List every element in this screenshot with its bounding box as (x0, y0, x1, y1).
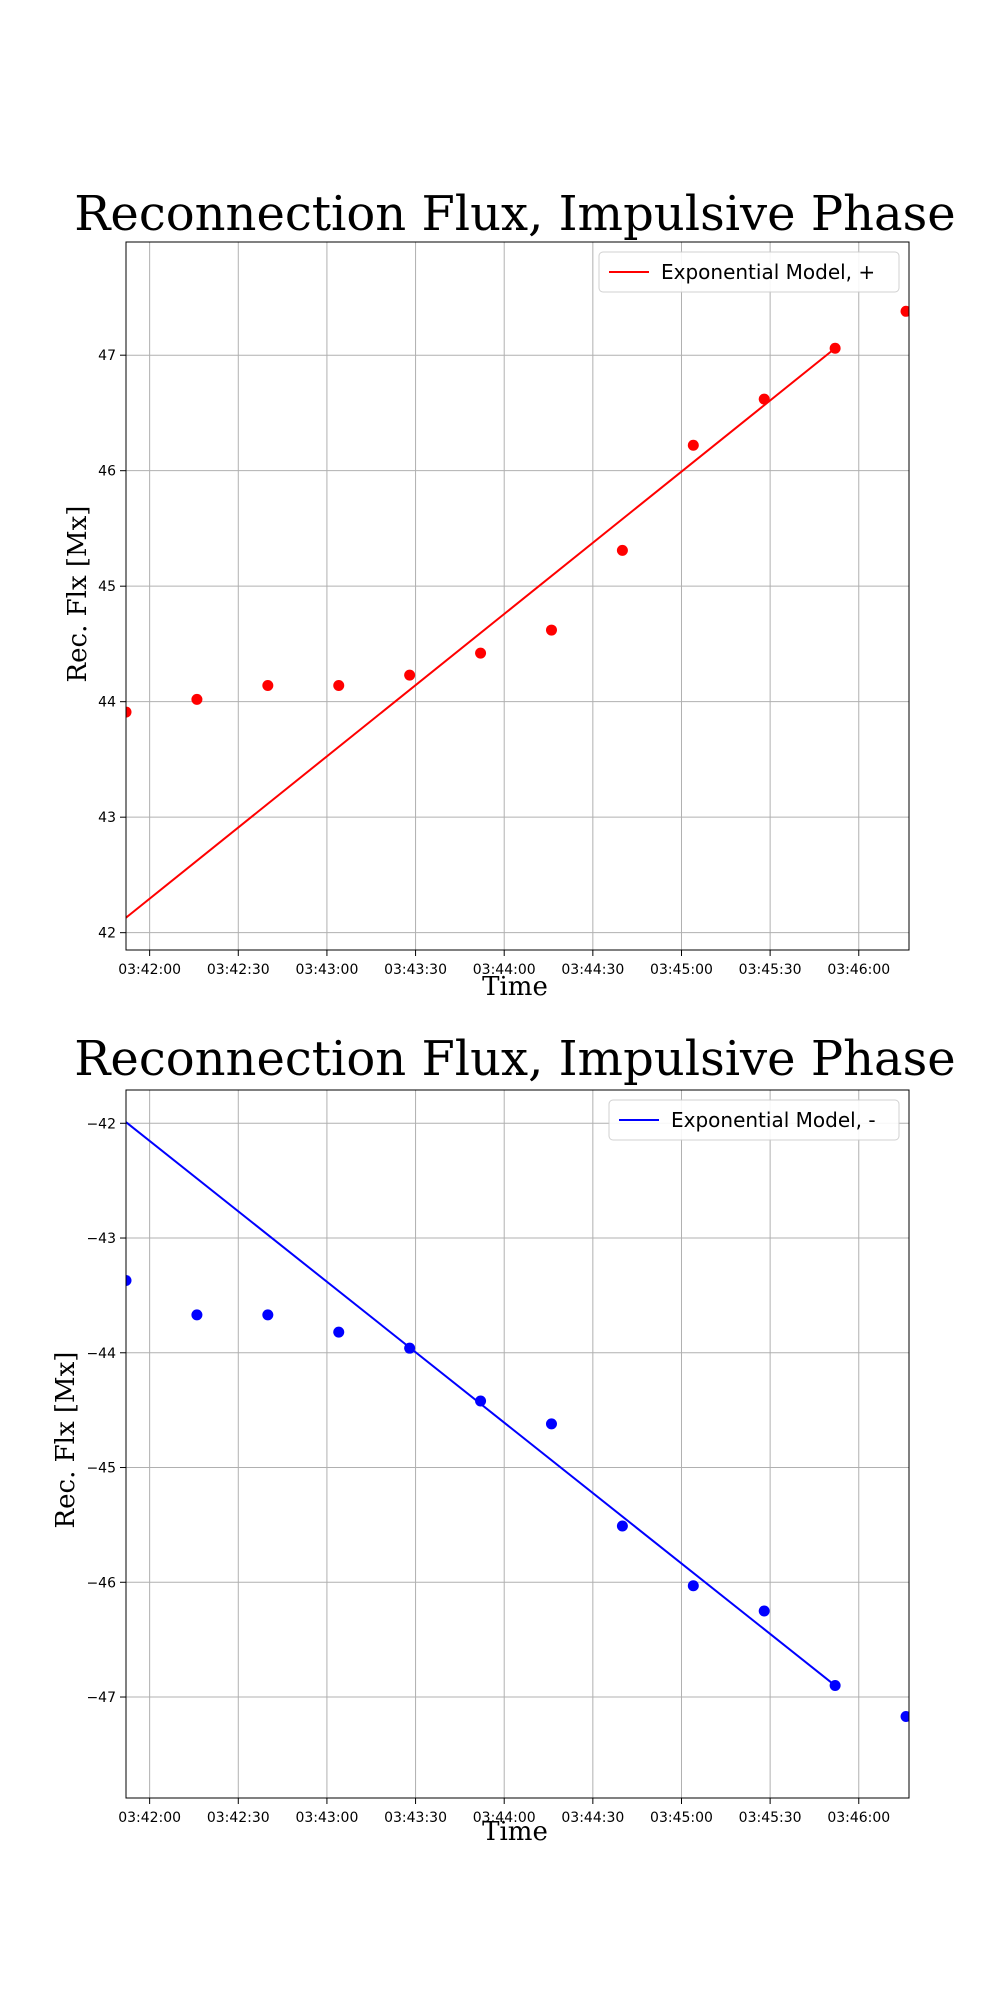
y-tick-label: −46 (86, 1575, 116, 1591)
x-tick-label: 03:45:30 (739, 962, 802, 978)
x-tick-label: 03:42:30 (207, 962, 270, 978)
data-point (829, 342, 841, 354)
legend-label: Exponential Model, - (671, 1108, 876, 1132)
x-tick-label: 03:46:00 (827, 1810, 890, 1826)
y-tick-label: −43 (86, 1231, 116, 1247)
data-point (475, 647, 487, 659)
data-point (758, 1605, 770, 1617)
y-tick-label: 45 (98, 579, 116, 595)
data-point (333, 1326, 345, 1338)
plot-frame (125, 1089, 910, 1799)
data-point (616, 1520, 628, 1532)
data-point (191, 1309, 203, 1321)
y-tick-label: −45 (86, 1461, 116, 1477)
data-point (687, 1580, 699, 1592)
y-tick-label: 44 (98, 695, 116, 711)
x-tick-label: 03:44:00 (473, 962, 536, 978)
data-point (545, 1418, 557, 1430)
x-tick-label: 03:43:00 (295, 1810, 358, 1826)
x-tick-label: 03:45:00 (650, 1810, 713, 1826)
plot-frame (125, 241, 910, 951)
model-line (126, 347, 836, 919)
x-tick-label: 03:45:30 (739, 1810, 802, 1826)
y-axis-label: Rec. Flx [Mx] (51, 1352, 81, 1529)
y-tick-label: 43 (98, 810, 116, 826)
data-point (616, 544, 628, 556)
data-point (404, 1342, 416, 1354)
data-point (262, 1309, 274, 1321)
data-point (475, 1395, 487, 1407)
data-point (333, 680, 345, 692)
y-tick-label: −47 (86, 1690, 116, 1706)
chart-panel-top: Reconnection Flux, Impulsive Phase Time … (63, 186, 956, 1002)
y-tick-label: −44 (86, 1346, 116, 1362)
x-axis-label: Time (482, 972, 548, 1002)
chart-title: Reconnection Flux, Impulsive Phase (74, 186, 955, 242)
x-tick-label: 03:42:00 (118, 962, 181, 978)
data-point (829, 1680, 841, 1692)
data-point (191, 693, 203, 705)
data-point (687, 439, 699, 451)
chart-panel-bottom: Reconnection Flux, Impulsive Phase Time … (51, 1031, 956, 1847)
data-point (900, 305, 909, 317)
plot-area (126, 1121, 909, 1723)
data-point (126, 706, 132, 718)
x-tick-label: 03:43:30 (384, 962, 447, 978)
x-tick-label: 03:44:00 (473, 1810, 536, 1826)
data-point (126, 1274, 132, 1286)
y-tick-label: 46 (98, 464, 116, 480)
x-tick-label: 03:42:30 (207, 1810, 270, 1826)
x-tick-label: 03:44:30 (561, 962, 624, 978)
x-tick-label: 03:42:00 (118, 1810, 181, 1826)
y-tick-label: 42 (98, 926, 116, 942)
data-point (758, 393, 770, 405)
x-tick-label: 03:43:30 (384, 1810, 447, 1826)
plot-area (126, 305, 909, 919)
x-tick-label: 03:44:30 (561, 1810, 624, 1826)
x-tick-label: 03:46:00 (827, 962, 890, 978)
data-point (900, 1711, 909, 1723)
data-point (262, 680, 274, 692)
legend-label: Exponential Model, + (661, 260, 875, 284)
y-tick-label: 47 (98, 348, 116, 364)
y-axis-label: Rec. Flx [Mx] (63, 506, 93, 683)
chart-title: Reconnection Flux, Impulsive Phase (74, 1031, 955, 1087)
x-axis-label: Time (482, 1817, 548, 1847)
legend-box (598, 251, 900, 293)
legend-box (608, 1099, 900, 1141)
x-tick-label: 03:43:00 (295, 962, 358, 978)
x-tick-label: 03:45:00 (650, 962, 713, 978)
data-point (404, 669, 416, 681)
y-tick-label: −42 (86, 1116, 116, 1132)
data-point (545, 624, 557, 636)
